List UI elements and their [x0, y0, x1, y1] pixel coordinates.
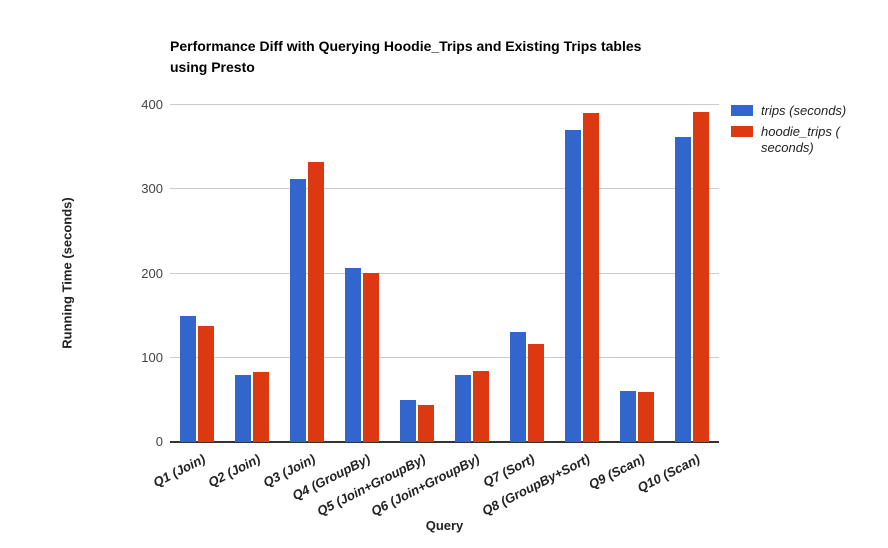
- bar-group-3: [280, 105, 335, 442]
- bar-group-4: [335, 105, 390, 442]
- bar-hoodie_trips-Q9[interactable]: [637, 392, 654, 442]
- y-tick-label-200: 200: [141, 265, 163, 281]
- bar-trips-Q6[interactable]: [454, 374, 471, 442]
- bar-trips-Q7[interactable]: [509, 332, 526, 442]
- plot-area: [170, 104, 719, 443]
- bar-hoodie_trips-Q7[interactable]: [527, 344, 544, 442]
- bar-group-2: [225, 105, 280, 442]
- chart-title-line1: Performance Diff with Querying Hoodie_Tr…: [170, 38, 642, 54]
- x-axis-baseline: [170, 441, 719, 443]
- legend-swatch-icon: [731, 105, 753, 116]
- bar-group-1: [170, 105, 225, 442]
- legend-entry-trips: trips (seconds): [731, 103, 877, 119]
- bar-group-8: [554, 105, 609, 442]
- x-tick-label-Q1: Q1 (Join): [150, 451, 208, 491]
- bar-hoodie_trips-Q5[interactable]: [418, 404, 435, 442]
- y-tick-label-400: 400: [141, 97, 163, 112]
- x-tick-label-Q10: Q10 (Scan): [634, 451, 702, 496]
- bar-hoodie_trips-Q1[interactable]: [198, 325, 215, 442]
- bar-group-7: [499, 105, 554, 442]
- bar-group-9: [609, 105, 664, 442]
- y-tick-label-100: 100: [141, 349, 163, 365]
- bar-hoodie_trips-Q8[interactable]: [582, 113, 599, 442]
- gridline-400: [170, 104, 719, 105]
- bar-trips-Q4[interactable]: [345, 267, 362, 442]
- y-tick-label-0: 0: [155, 434, 163, 449]
- bar-hoodie_trips-Q3[interactable]: [308, 162, 325, 442]
- legend: trips (seconds) hoodie_trips ( seconds): [731, 103, 877, 156]
- bar-trips-Q1[interactable]: [180, 315, 197, 442]
- bar-hoodie_trips-Q10[interactable]: [692, 111, 709, 442]
- bar-trips-Q8[interactable]: [564, 130, 581, 442]
- gridline-100: [170, 356, 719, 358]
- legend-label: trips (seconds): [761, 103, 847, 118]
- bar-hoodie_trips-Q4[interactable]: [363, 272, 380, 442]
- bar-group-10: [664, 105, 719, 442]
- bar-trips-Q5[interactable]: [400, 399, 417, 442]
- bar-trips-Q10[interactable]: [674, 137, 691, 442]
- legend-swatch-icon: [731, 126, 753, 137]
- x-tick-label-Q2: Q2 (Join): [205, 451, 263, 491]
- bar-trips-Q3[interactable]: [290, 179, 307, 442]
- bar-trips-Q2[interactable]: [235, 374, 252, 442]
- gridline-200: [170, 272, 719, 274]
- x-axis-title: Query: [425, 518, 464, 533]
- legend-entry-hoodie_trips: hoodie_trips ( seconds): [731, 124, 877, 156]
- bar-hoodie_trips-Q6[interactable]: [472, 371, 489, 442]
- gridline-300: [170, 188, 719, 190]
- bar-group-6: [445, 105, 500, 442]
- chart-title-line2: using Presto: [170, 59, 255, 75]
- bar-group-5: [390, 105, 445, 442]
- legend-label: hoodie_trips ( seconds): [761, 124, 840, 155]
- bar-trips-Q9[interactable]: [619, 391, 636, 442]
- y-axis-title: Running Time (seconds): [59, 197, 75, 349]
- chart-title: Performance Diff with Querying Hoodie_Tr…: [170, 36, 750, 78]
- bar-hoodie_trips-Q2[interactable]: [253, 372, 270, 442]
- y-tick-label-300: 300: [141, 181, 163, 197]
